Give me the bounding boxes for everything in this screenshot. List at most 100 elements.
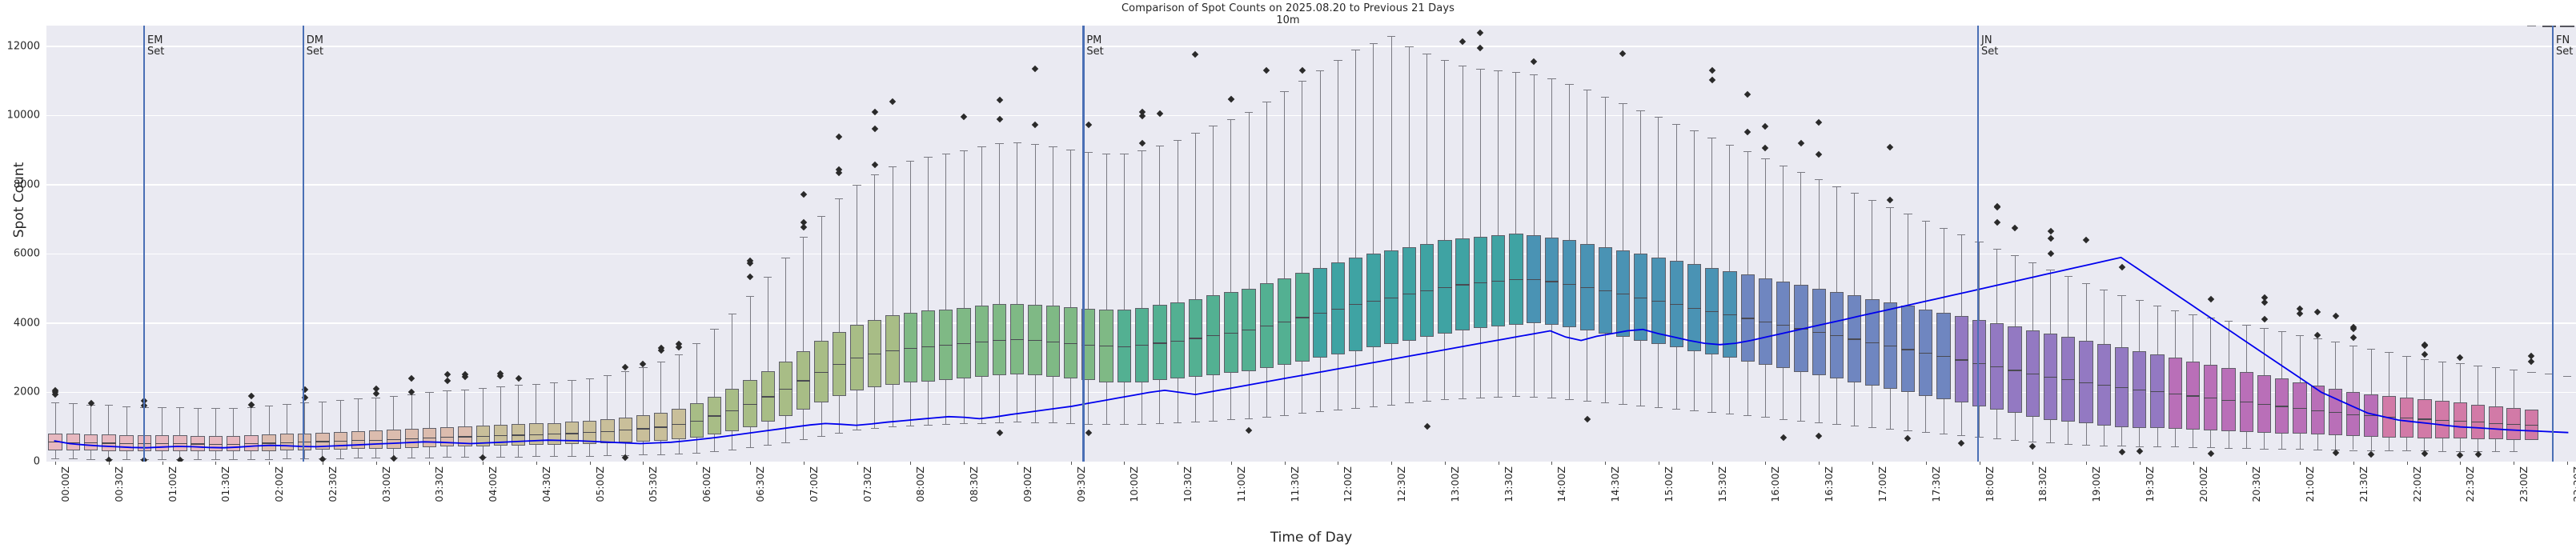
box-median <box>333 440 347 442</box>
box-median <box>1705 310 1719 313</box>
outlier-marker <box>871 108 879 115</box>
box-whisker <box>428 392 430 458</box>
whisker-cap <box>2189 446 2197 448</box>
whisker-cap <box>2171 310 2180 312</box>
outlier-marker <box>1192 50 1199 58</box>
whisker-cap <box>1707 412 1716 414</box>
box-median <box>564 433 580 434</box>
outlier-marker <box>889 98 897 106</box>
whisker-cap <box>1815 179 1824 181</box>
outlier-marker <box>2082 237 2090 244</box>
whisker-cap <box>692 342 701 344</box>
box-whisker <box>909 160 911 426</box>
x-tick-mark <box>2086 462 2088 465</box>
box-median <box>1134 345 1150 346</box>
x-tick-label: 09:30Z <box>1074 466 1087 502</box>
whisker-cap <box>1280 414 1289 416</box>
x-tick-mark <box>589 462 591 465</box>
box-median <box>2506 423 2521 426</box>
whisker-cap <box>1405 402 1414 404</box>
box-median <box>1687 307 1702 309</box>
whisker-cap <box>1440 60 1450 62</box>
box-median <box>814 371 829 373</box>
whisker-cap <box>1636 110 1645 111</box>
whisker-cap <box>2562 375 2572 377</box>
outlier-marker <box>2136 448 2144 455</box>
whisker-cap <box>924 424 933 426</box>
x-tick-mark <box>375 462 377 465</box>
annotation-vline-jn <box>1977 26 1980 462</box>
outlier-marker <box>2296 310 2304 318</box>
whisker-cap <box>2491 451 2501 453</box>
box-median <box>885 350 900 351</box>
box-median <box>2079 382 2093 383</box>
box-whisker <box>108 405 110 459</box>
box-median <box>2097 384 2111 386</box>
box-median <box>173 443 187 445</box>
whisker-cap <box>1886 428 1895 430</box>
whisker-cap <box>1529 74 1539 75</box>
box-median <box>636 428 651 430</box>
whisker-cap <box>1191 133 1200 134</box>
whisker-cap <box>550 456 559 458</box>
outlier-marker <box>1227 96 1235 103</box>
annotation-label-em: EM Set <box>147 34 165 58</box>
box-whisker <box>945 154 947 425</box>
whisker-cap <box>443 457 451 458</box>
box-median <box>1812 331 1826 333</box>
x-tick-mark <box>1765 462 1767 465</box>
x-tick-mark <box>2460 462 2462 465</box>
outlier-marker <box>1423 423 1430 430</box>
whisker-cap <box>941 424 950 426</box>
chart-title: Comparison of Spot Counts on 2025.08.20 … <box>1121 2 1455 14</box>
box-whisker <box>1266 102 1267 417</box>
whisker-cap <box>1280 91 1289 93</box>
box-median <box>672 424 686 426</box>
box-median <box>208 443 223 445</box>
annotation-vline-pm <box>1082 26 1085 462</box>
x-tick-label: 09:00Z <box>1021 466 1033 502</box>
outlier-marker <box>1708 77 1715 84</box>
box-median <box>529 434 544 436</box>
x-tick-label: 13:00Z <box>1448 466 1461 502</box>
x-tick-label: 08:00Z <box>914 466 927 502</box>
whisker-cap <box>799 438 808 440</box>
box-median <box>1990 366 2004 368</box>
x-tick-mark <box>2193 462 2194 465</box>
whisker-cap <box>1743 151 1752 153</box>
x-tick-mark <box>1284 462 1286 465</box>
outlier-marker <box>1904 434 1912 442</box>
whisker-cap <box>764 277 772 278</box>
x-tick-label: 23:30Z <box>2570 466 2576 502</box>
box-whisker <box>624 371 626 455</box>
box-median <box>119 442 134 444</box>
whisker-cap <box>2010 440 2020 442</box>
whisker-cap <box>532 383 541 385</box>
x-tick-mark <box>643 462 644 465</box>
box-whisker <box>1284 91 1286 415</box>
x-tick-label: 01:30Z <box>219 466 232 502</box>
y-tick-label: 2000 <box>13 386 40 398</box>
y-tick-label: 8000 <box>13 178 40 191</box>
box-median <box>2221 399 2236 401</box>
whisker-cap <box>1600 402 1610 403</box>
whisker-cap <box>1351 407 1360 409</box>
outlier-marker <box>2047 234 2054 242</box>
whisker-cap <box>193 407 203 409</box>
box-whisker <box>1070 149 1072 423</box>
whisker-cap <box>1476 69 1485 70</box>
x-tick-label: 10:30Z <box>1182 466 1194 502</box>
x-tick-mark <box>2406 462 2408 465</box>
outlier-marker <box>1886 196 1894 204</box>
whisker-cap <box>1369 406 1378 407</box>
outlier-marker <box>2421 350 2429 358</box>
box-median <box>957 342 971 345</box>
box-whisker <box>518 385 520 457</box>
whisker-cap <box>977 146 986 148</box>
box-whisker <box>981 146 982 423</box>
whisker-cap <box>1779 418 1788 420</box>
box-median <box>1491 280 1506 282</box>
x-tick-mark <box>2139 462 2141 465</box>
outlier-marker <box>2457 451 2464 459</box>
whisker-cap <box>995 143 1004 145</box>
